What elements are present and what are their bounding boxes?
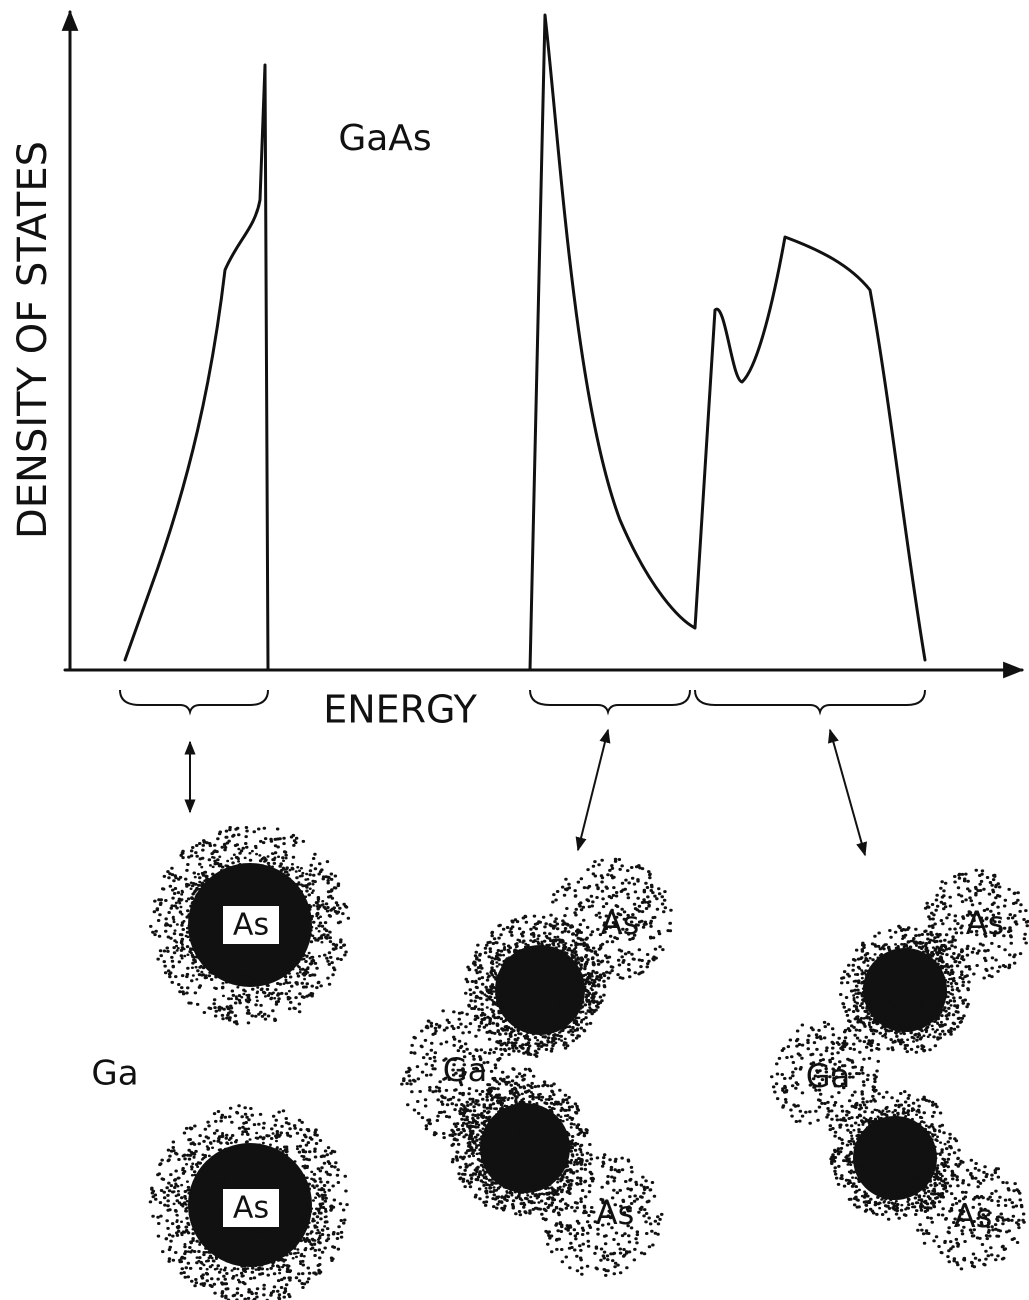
y-axis-label: DENSITY OF STATES [10, 141, 56, 539]
atom-label: As [954, 1197, 993, 1235]
panel-bonding: As Ga As [443, 904, 639, 1232]
dense-core [480, 1103, 570, 1193]
label-box [221, 904, 281, 946]
atom-label: As [966, 904, 1005, 942]
dot-cloud [468, 1091, 583, 1205]
dot-cloud [843, 1105, 947, 1211]
atom-label: As [233, 1191, 269, 1226]
valence-band-lower [123, 63, 270, 672]
arrow [575, 728, 611, 852]
dot-cloud [770, 1020, 880, 1132]
brace [529, 689, 691, 716]
title: GaAs [338, 118, 431, 159]
dot-cloud [483, 935, 596, 1047]
atom-label: Ga [443, 1051, 487, 1089]
brace [119, 689, 269, 716]
atom-label: Ga [91, 1054, 138, 1094]
dot-cloud [851, 936, 960, 1044]
dot-cloud [549, 857, 673, 983]
brace [694, 689, 926, 716]
orbital-clouds [148, 826, 1029, 1300]
panel-antibonding: As Ga As [806, 904, 1004, 1235]
dot-cloud [540, 1153, 664, 1277]
arrow [828, 728, 867, 857]
valence-band-upper [528, 13, 927, 672]
dense-core [495, 945, 585, 1035]
atom-label: As [596, 1194, 635, 1232]
label-box [221, 1187, 281, 1229]
atom-label: Ga [806, 1057, 850, 1095]
atom-label: As [233, 908, 269, 943]
dot-cloud [923, 868, 1029, 980]
panel-ionic: As Ga As [91, 904, 281, 1229]
x-axis-label: ENERGY [323, 688, 477, 732]
atom-label: As [601, 904, 640, 942]
